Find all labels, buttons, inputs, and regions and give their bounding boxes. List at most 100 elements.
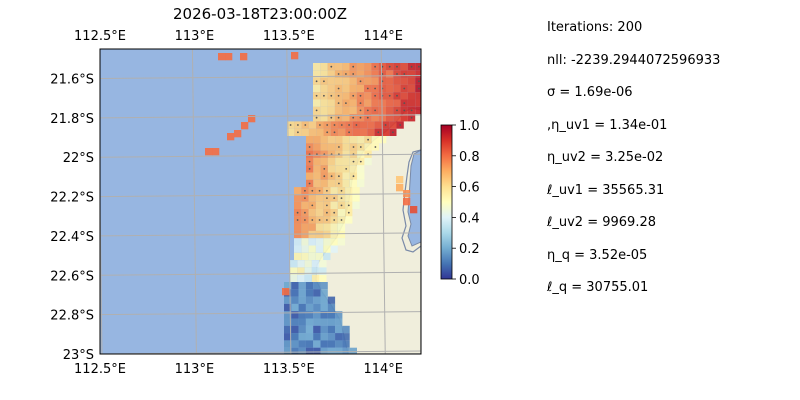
vector-marker (396, 94, 398, 97)
heatmap-cell-inlet (396, 176, 404, 184)
heatmap-cell (320, 143, 328, 151)
heatmap-cell (306, 172, 314, 180)
heatmap-cell (393, 77, 401, 85)
vector-marker (326, 131, 329, 134)
vector-marker (374, 65, 376, 68)
gridline-x-3 (380, 49, 386, 354)
vector-marker (367, 138, 369, 141)
heatmap-cell (335, 318, 343, 326)
heatmap-cell (305, 289, 314, 297)
heatmap-cell (327, 333, 336, 341)
heatmap-cell (287, 128, 295, 136)
vector-marker (359, 109, 362, 112)
heatmap-cell (407, 70, 416, 78)
heatmap-cell (342, 333, 350, 341)
x-ticks-top: 112.5°E 113°E 113.5°E 114°E (74, 29, 403, 44)
vector-marker (340, 197, 343, 200)
heatmap-cell (342, 143, 350, 151)
heatmap-cell (298, 296, 306, 304)
x-tick-label-bottom: 113°E (175, 362, 215, 377)
vector-marker (308, 153, 311, 156)
heatmap-cell (330, 230, 338, 239)
heatmap-cell-offshore (240, 53, 248, 61)
heatmap-cell (284, 296, 292, 304)
vector-marker (396, 65, 398, 68)
heatmap-cell (371, 99, 379, 107)
heatmap-cell (298, 325, 306, 334)
heatmap-cell (357, 179, 365, 188)
vector-marker (337, 102, 340, 104)
vector-marker (366, 109, 369, 112)
colorbar-tick-label: 1.0 (459, 119, 480, 134)
heatmap-cell (349, 179, 358, 188)
heatmap-cell (320, 136, 328, 144)
heatmap-cell (327, 311, 336, 319)
heatmap-cell (291, 296, 299, 304)
vector-marker (315, 80, 318, 83)
heatmap-cell (294, 194, 302, 202)
heatmap-cell (349, 136, 358, 144)
heatmap-cell (364, 92, 372, 100)
heatmap-cell (342, 325, 350, 334)
heatmap-cell (335, 347, 343, 354)
chart-title: 2026-03-18T23:00:00Z (173, 5, 347, 23)
stat-line: ,η_uv1 = 1.34e-01 (547, 117, 668, 133)
vector-marker (388, 65, 391, 68)
heatmap-cell (371, 77, 379, 85)
heatmap-cell (315, 230, 324, 239)
heatmap-cell (330, 245, 338, 253)
vector-marker (315, 116, 318, 119)
heatmap-cell (335, 340, 343, 348)
heatmap-cell (407, 77, 416, 85)
heatmap-cell (313, 136, 321, 144)
heatmap-cell (313, 282, 321, 290)
vector-marker (410, 116, 413, 119)
vector-marker (392, 131, 394, 134)
heatmap-cell (349, 347, 357, 354)
heatmap-cell (407, 92, 416, 100)
vector-marker (323, 94, 325, 97)
y-ticks: 21.6°S 21.8°S 22°S 22.2°S 22.4°S 22.6°S 22.8°S… (50, 73, 94, 363)
heatmap-cell (386, 106, 394, 115)
heatmap-cell (327, 347, 336, 354)
colorbar-tick-label: 0.4 (459, 211, 480, 226)
heatmap-cell (298, 340, 306, 348)
inlet-water (407, 149, 421, 247)
vector-marker (326, 124, 329, 126)
heatmap-cell (364, 143, 372, 151)
heatmap-cell-inlet (403, 198, 411, 206)
vector-marker (326, 189, 328, 192)
heatmap-cell (364, 77, 372, 85)
heatmap-cell (297, 260, 305, 268)
heatmap-cell (342, 63, 350, 71)
heatmap-cell (381, 128, 390, 136)
heatmap-cell (335, 325, 343, 334)
heatmap-cell (320, 179, 328, 188)
heatmap-cell (342, 157, 350, 166)
vector-marker (333, 197, 336, 200)
heatmap-cell (298, 318, 306, 326)
heatmap-cell (313, 296, 321, 304)
vector-marker (345, 73, 347, 75)
heatmap-cell (297, 274, 305, 282)
heatmap-cell (342, 340, 350, 348)
heatmap-cell (308, 121, 317, 129)
vector-marker (311, 189, 314, 192)
heatmap-cell (294, 245, 302, 253)
heatmap-cell (320, 333, 328, 341)
heatmap-cell (335, 333, 343, 341)
heatmap-cell (313, 143, 321, 151)
heatmap-cell (320, 303, 328, 312)
heatmap-cell (298, 333, 306, 341)
vector-marker (297, 131, 299, 134)
heatmap-cell (330, 238, 338, 246)
heatmap-cell (337, 223, 346, 231)
vector-marker (410, 65, 413, 68)
vector-marker (330, 116, 333, 119)
heatmap-cell (327, 84, 335, 93)
heatmap-cell (294, 238, 302, 246)
heatmap-cell (327, 165, 336, 173)
heatmap-cell (349, 165, 358, 173)
heatmap-cell (305, 340, 314, 348)
